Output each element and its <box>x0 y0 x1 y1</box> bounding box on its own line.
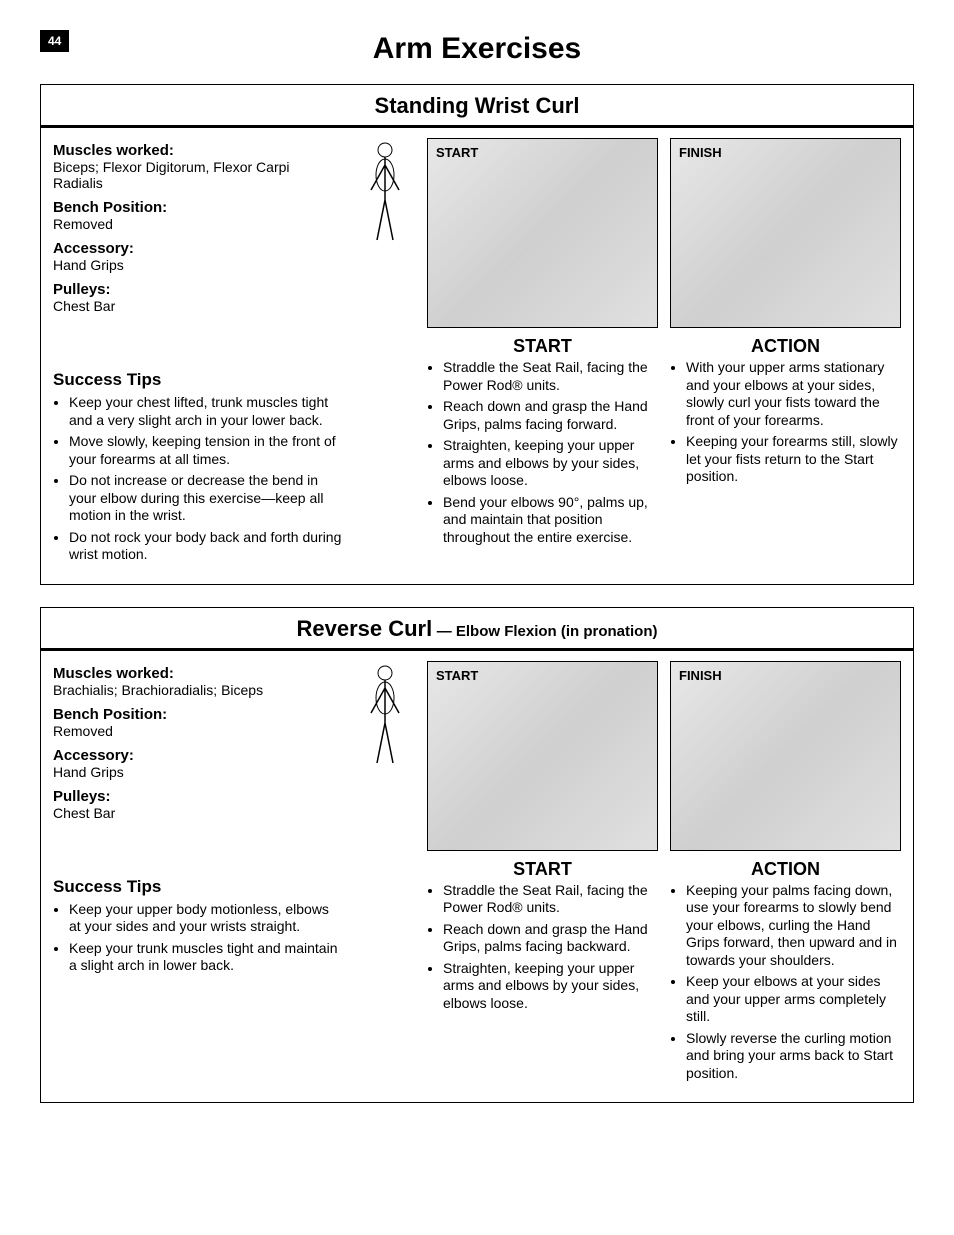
info-column: Muscles worked: Brachialis; Brachioradia… <box>53 661 343 1087</box>
image-label: FINISH <box>679 668 722 683</box>
list-item: Reach down and grasp the Hand Grips, pal… <box>443 398 658 433</box>
exercise-body: Muscles worked: Biceps; Flexor Digitorum… <box>41 128 913 584</box>
accessory-label: Accessory: <box>53 240 343 257</box>
pulleys-label: Pulleys: <box>53 788 343 805</box>
bench-text: Removed <box>53 723 343 739</box>
page-title: Arm Exercises <box>40 32 914 66</box>
exercise-subtitle: — Elbow Flexion (in pronation) <box>437 623 658 640</box>
tips-list: Keep your chest lifted, trunk muscles ti… <box>53 394 343 564</box>
page-number-badge: 44 <box>40 30 69 52</box>
muscles-label: Muscles worked: <box>53 665 343 682</box>
action-column: FINISH ACTION Keeping your palms facing … <box>670 661 901 1087</box>
exercise-title: Reverse Curl <box>296 616 432 641</box>
action-steps-list: Keeping your palms facing down, use your… <box>670 882 901 1083</box>
exercise-title-row: Standing Wrist Curl <box>41 85 913 128</box>
action-column: FINISH ACTION With your upper arms stati… <box>670 138 901 568</box>
tips-list: Keep your upper body motionless, elbows … <box>53 901 343 975</box>
start-steps-list: Straddle the Seat Rail, facing the Power… <box>427 882 658 1013</box>
list-item: Keep your upper body motionless, elbows … <box>69 901 343 936</box>
list-item: Straddle the Seat Rail, facing the Power… <box>443 882 658 917</box>
exercise-block: Standing Wrist Curl Muscles worked: Bice… <box>40 84 914 585</box>
list-item: Move slowly, keeping tension in the fron… <box>69 433 343 468</box>
action-heading: ACTION <box>670 336 901 357</box>
list-item: Keep your trunk muscles tight and mainta… <box>69 940 343 975</box>
info-column: Muscles worked: Biceps; Flexor Digitorum… <box>53 138 343 568</box>
muscles-text: Biceps; Flexor Digitorum, Flexor Carpi R… <box>53 159 343 191</box>
accessory-label: Accessory: <box>53 747 343 764</box>
exercise-title-row: Reverse Curl — Elbow Flexion (in pronati… <box>41 608 913 651</box>
finish-image: FINISH <box>670 661 901 851</box>
body-icon <box>363 663 407 773</box>
action-heading: ACTION <box>670 859 901 880</box>
list-item: Bend your elbows 90°, palms up, and main… <box>443 494 658 547</box>
list-item: Keep your elbows at your sides and your … <box>686 973 901 1026</box>
start-image: START <box>427 661 658 851</box>
bench-label: Bench Position: <box>53 706 343 723</box>
start-image: START <box>427 138 658 328</box>
start-steps-list: Straddle the Seat Rail, facing the Power… <box>427 359 658 546</box>
list-item: Straddle the Seat Rail, facing the Power… <box>443 359 658 394</box>
start-column: START START Straddle the Seat Rail, faci… <box>427 138 658 568</box>
pulleys-text: Chest Bar <box>53 298 343 314</box>
exercise-body: Muscles worked: Brachialis; Brachioradia… <box>41 651 913 1103</box>
list-item: Slowly reverse the curling motion and br… <box>686 1030 901 1083</box>
anatomy-diagram <box>355 138 415 568</box>
pulleys-label: Pulleys: <box>53 281 343 298</box>
bench-label: Bench Position: <box>53 199 343 216</box>
accessory-text: Hand Grips <box>53 764 343 780</box>
image-label: FINISH <box>679 145 722 160</box>
exercise-title: Standing Wrist Curl <box>375 93 580 118</box>
exercise-block: Reverse Curl — Elbow Flexion (in pronati… <box>40 607 914 1104</box>
list-item: Reach down and grasp the Hand Grips, pal… <box>443 921 658 956</box>
image-label: START <box>436 145 478 160</box>
list-item: Keep your chest lifted, trunk muscles ti… <box>69 394 343 429</box>
list-item: Do not rock your body back and forth dur… <box>69 529 343 564</box>
body-icon <box>363 140 407 250</box>
muscles-text: Brachialis; Brachioradialis; Biceps <box>53 682 343 698</box>
list-item: Straighten, keeping your upper arms and … <box>443 437 658 490</box>
action-steps-list: With your upper arms stationary and your… <box>670 359 901 486</box>
start-column: START START Straddle the Seat Rail, faci… <box>427 661 658 1087</box>
accessory-text: Hand Grips <box>53 257 343 273</box>
list-item: Keeping your palms facing down, use your… <box>686 882 901 970</box>
muscles-label: Muscles worked: <box>53 142 343 159</box>
image-label: START <box>436 668 478 683</box>
pulleys-text: Chest Bar <box>53 805 343 821</box>
start-heading: START <box>427 859 658 880</box>
list-item: With your upper arms stationary and your… <box>686 359 901 429</box>
list-item: Keeping your forearms still, slowly let … <box>686 433 901 486</box>
bench-text: Removed <box>53 216 343 232</box>
tips-heading: Success Tips <box>53 370 343 390</box>
start-heading: START <box>427 336 658 357</box>
list-item: Do not increase or decrease the bend in … <box>69 472 343 525</box>
anatomy-diagram <box>355 661 415 1087</box>
finish-image: FINISH <box>670 138 901 328</box>
list-item: Straighten, keeping your upper arms and … <box>443 960 658 1013</box>
tips-heading: Success Tips <box>53 877 343 897</box>
